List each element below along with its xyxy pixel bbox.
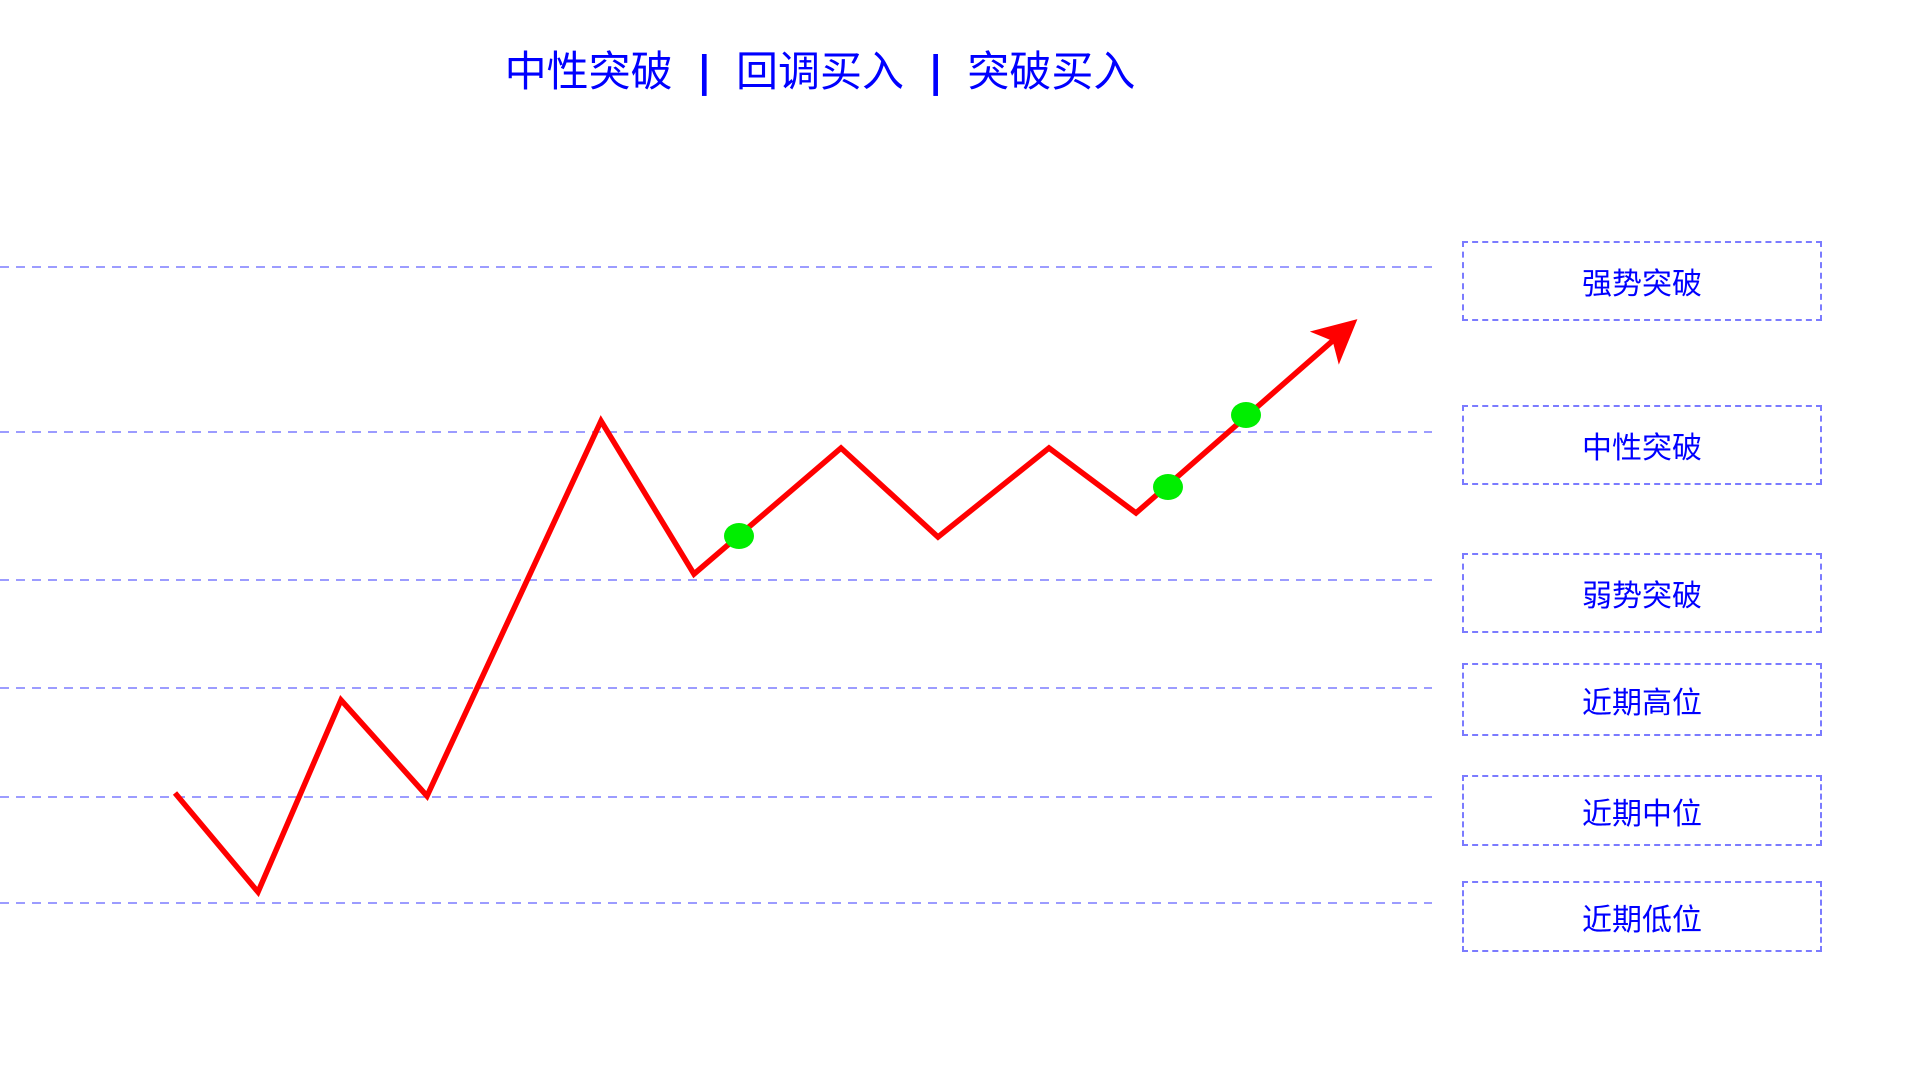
level-label-weak-breakout: 弱势突破 xyxy=(1462,553,1822,633)
price-path xyxy=(172,319,1358,898)
diagram-title: 中性突破 | 回调买入 | 突破买入 xyxy=(0,38,1640,99)
level-label-neutral-breakout: 中性突破 xyxy=(1462,405,1822,485)
level-label-strong-breakout: 强势突破 xyxy=(1462,241,1822,321)
title-separator: | xyxy=(696,47,712,96)
buy-point-breakout xyxy=(1231,402,1261,428)
title-part-neutral-breakout: 中性突破 xyxy=(504,47,673,96)
title-separator: | xyxy=(928,47,944,96)
buy-point-pullback xyxy=(724,523,754,549)
buy-point-pullback-2 xyxy=(1153,474,1183,500)
level-label-recent-low: 近期低位 xyxy=(1462,881,1822,952)
level-label-recent-mid: 近期中位 xyxy=(1462,775,1822,846)
level-label-recent-high: 近期高位 xyxy=(1462,663,1822,736)
title-part-breakout-buy: 突破买入 xyxy=(967,47,1136,96)
title-part-pullback-buy: 回调买入 xyxy=(735,47,904,96)
